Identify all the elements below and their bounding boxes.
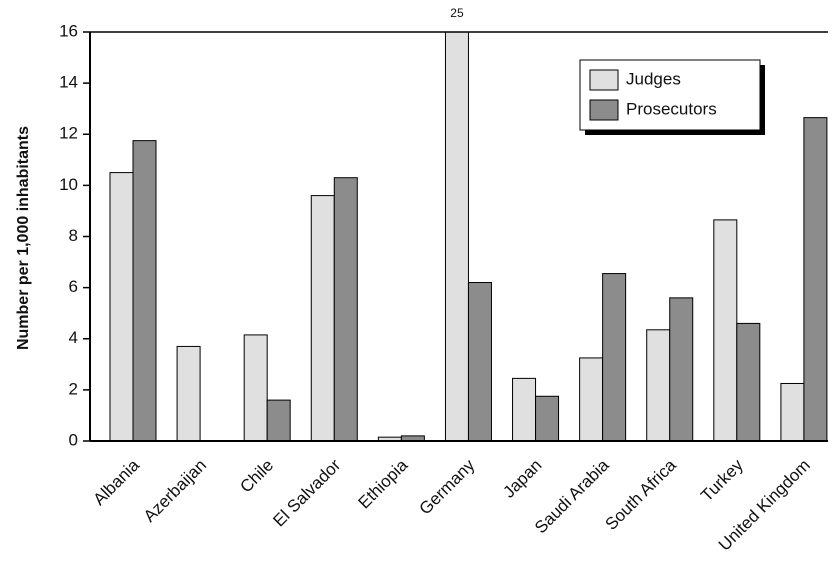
bar <box>646 329 671 442</box>
bar <box>467 282 492 442</box>
bar <box>602 273 627 442</box>
y-tick-label: 10 <box>59 175 78 194</box>
bar <box>310 195 335 442</box>
bars <box>109 32 828 442</box>
x-tick-label: Turkey <box>697 455 747 505</box>
x-tick-label: Japan <box>499 456 545 502</box>
legend-label: Prosecutors <box>626 99 717 118</box>
bar <box>579 357 604 442</box>
bar <box>535 395 560 442</box>
y-tick-label: 16 <box>59 21 78 40</box>
y-tick-label: 4 <box>69 328 78 347</box>
x-tick-label: Germany <box>416 455 479 518</box>
x-tick-label: El Salvador <box>269 455 344 530</box>
value-label: 25 <box>450 6 464 20</box>
y-tick-label: 12 <box>59 124 78 143</box>
x-tick-label: Azerbaijan <box>140 456 210 526</box>
bar <box>266 399 291 442</box>
bar <box>803 117 828 442</box>
bar <box>243 334 268 442</box>
y-tick-label: 14 <box>59 73 78 92</box>
legend-swatch <box>589 69 619 91</box>
y-axis-label: Number per 1,000 inhabitants <box>15 126 32 350</box>
bar <box>669 297 694 442</box>
x-tick-label: Ethiopia <box>354 455 411 512</box>
y-tick-label: 6 <box>69 277 78 296</box>
bar <box>132 140 157 442</box>
bar <box>333 177 358 442</box>
bar <box>444 32 469 442</box>
bar <box>512 377 537 442</box>
legend-swatch <box>589 99 619 121</box>
y-tick-label: 8 <box>69 226 78 245</box>
y-tick-label: 2 <box>69 379 78 398</box>
bar <box>713 219 738 442</box>
bar <box>780 382 805 442</box>
x-tick-label: South Africa <box>601 455 680 534</box>
x-tick-label: Chile <box>236 456 277 497</box>
y-tick-label: 0 <box>69 430 78 449</box>
legend-label: Judges <box>626 69 681 88</box>
bar <box>736 322 761 442</box>
bar <box>109 172 134 442</box>
x-tick-label: Albania <box>89 455 143 509</box>
bar <box>176 345 201 442</box>
